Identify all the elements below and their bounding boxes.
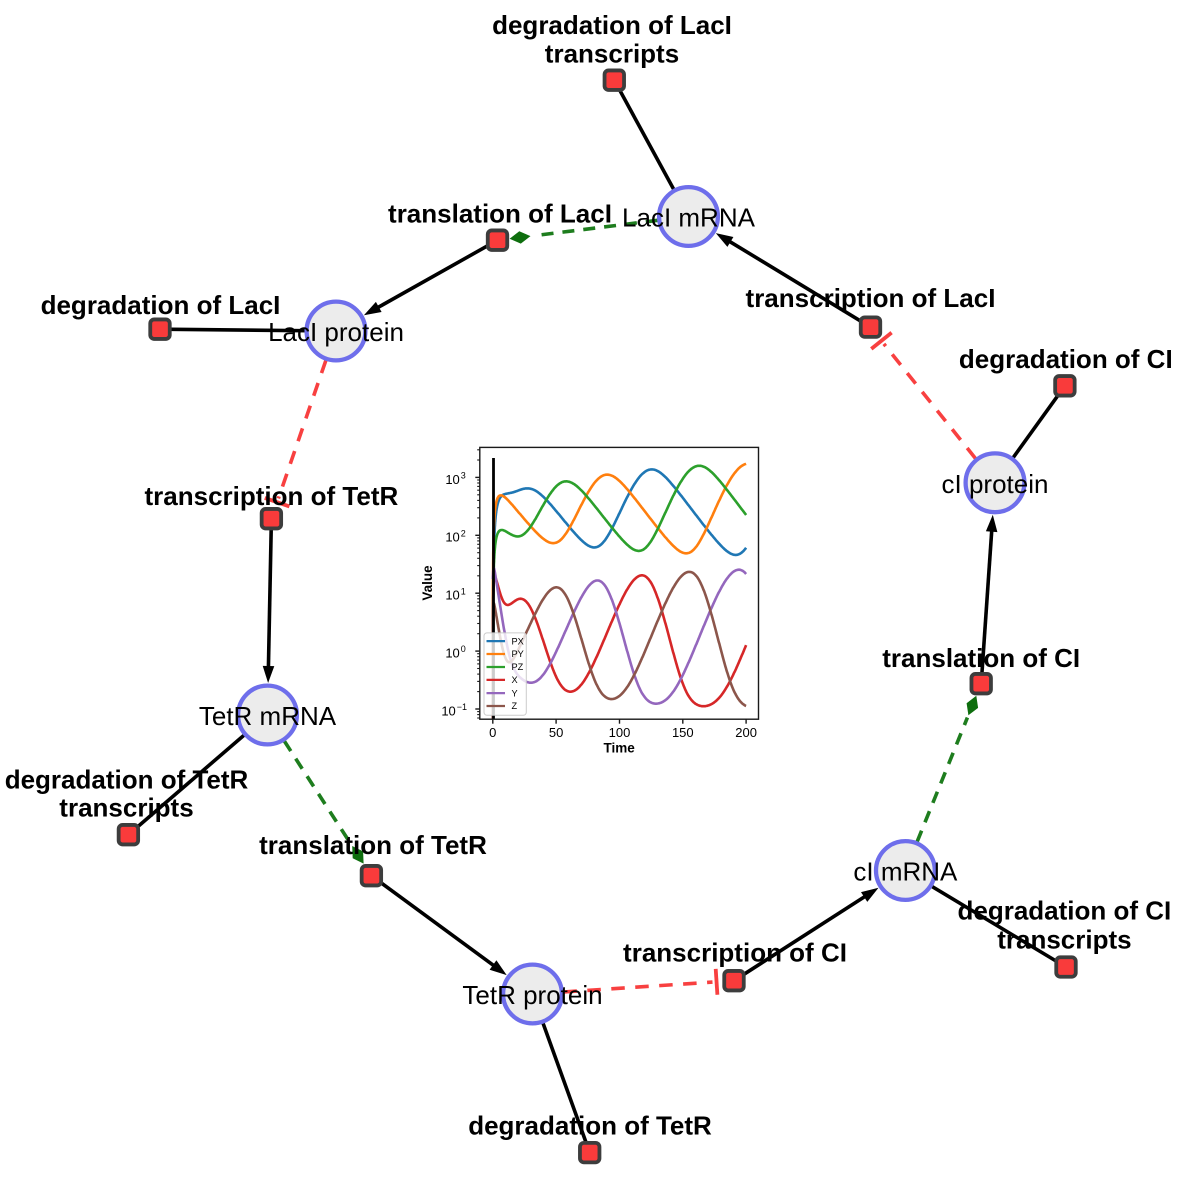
svg-text:0: 0 — [461, 644, 466, 654]
svg-text:PY: PY — [512, 649, 524, 659]
svg-text:transcription of TetR: transcription of TetR — [145, 481, 399, 511]
svg-text:transcripts: transcripts — [997, 924, 1131, 954]
svg-text:Y: Y — [512, 688, 518, 698]
svg-text:0: 0 — [489, 725, 496, 740]
svg-text:Time: Time — [603, 741, 635, 756]
svg-text:transcripts: transcripts — [545, 39, 679, 69]
svg-text:translation of LacI: translation of LacI — [388, 199, 612, 229]
svg-text:10: 10 — [445, 646, 459, 661]
svg-text:10: 10 — [445, 472, 459, 487]
svg-text:TetR mRNA: TetR mRNA — [199, 701, 337, 731]
svg-text:degradation of LacI: degradation of LacI — [492, 10, 732, 40]
svg-text:transcription of LacI: transcription of LacI — [746, 283, 996, 313]
svg-text:X: X — [512, 675, 518, 685]
svg-text:10: 10 — [445, 530, 459, 545]
svg-text:Z: Z — [512, 701, 518, 711]
svg-text:−1: −1 — [457, 702, 467, 712]
svg-text:10: 10 — [445, 588, 459, 603]
svg-text:translation of TetR: translation of TetR — [259, 830, 487, 860]
svg-text:PX: PX — [512, 636, 524, 646]
svg-text:200: 200 — [735, 725, 757, 740]
svg-text:cI mRNA: cI mRNA — [853, 857, 958, 887]
svg-text:Value: Value — [420, 565, 435, 601]
svg-text:50: 50 — [549, 725, 563, 740]
svg-text:translation of CI: translation of CI — [882, 643, 1080, 673]
svg-text:TetR protein: TetR protein — [462, 980, 602, 1010]
svg-text:100: 100 — [609, 725, 631, 740]
svg-text:degradation of LacI: degradation of LacI — [41, 290, 281, 320]
svg-text:10: 10 — [441, 703, 455, 718]
svg-text:degradation of TetR: degradation of TetR — [468, 1110, 712, 1140]
svg-text:LacI protein: LacI protein — [268, 317, 404, 347]
svg-text:1: 1 — [461, 586, 466, 596]
svg-text:degradation of CI: degradation of CI — [959, 344, 1173, 374]
svg-text:transcription of CI: transcription of CI — [623, 938, 847, 968]
svg-text:LacI mRNA: LacI mRNA — [622, 203, 756, 233]
svg-text:2: 2 — [461, 528, 466, 538]
svg-text:150: 150 — [672, 725, 694, 740]
svg-text:transcripts: transcripts — [59, 793, 193, 823]
svg-text:degradation of TetR: degradation of TetR — [5, 764, 249, 794]
svg-text:degradation of CI: degradation of CI — [958, 896, 1172, 926]
svg-text:cI protein: cI protein — [942, 469, 1049, 499]
svg-text:3: 3 — [461, 471, 466, 481]
svg-text:PZ: PZ — [512, 662, 524, 672]
